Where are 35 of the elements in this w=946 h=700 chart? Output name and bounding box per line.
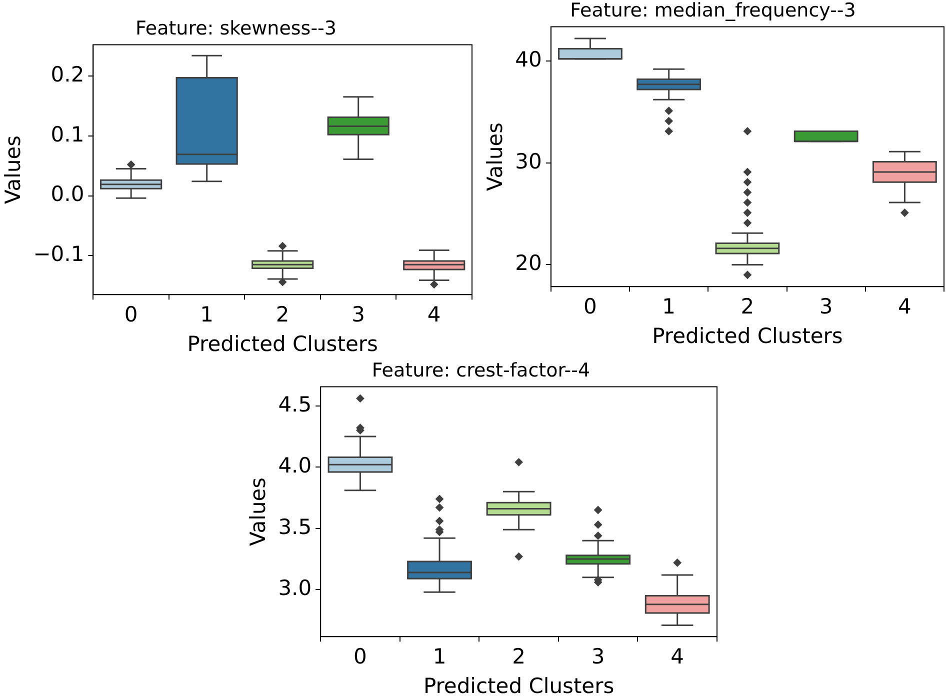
y-tick-label: 4.0 bbox=[278, 454, 312, 478]
x-tick-label: 4 bbox=[427, 302, 441, 327]
y-tick-label: 3.0 bbox=[278, 576, 312, 600]
y-tick-label: 20 bbox=[515, 251, 542, 276]
x-tick-label: 0 bbox=[124, 302, 138, 327]
x-tick-label: 1 bbox=[200, 302, 214, 327]
y-tick-label: 30 bbox=[515, 149, 542, 174]
x-tick-label: 1 bbox=[662, 294, 676, 319]
x-tick-label: 1 bbox=[432, 644, 446, 669]
x-tick-label: 2 bbox=[276, 302, 290, 327]
x-tick-label: 2 bbox=[740, 294, 754, 319]
x-axis-title: Predicted Clusters bbox=[423, 674, 614, 698]
chart-title: Feature: crest-factor--4 bbox=[372, 359, 590, 382]
y-tick-label: 3.5 bbox=[278, 514, 312, 539]
y-tick-label: −0.1 bbox=[33, 242, 84, 266]
x-tick-label: 4 bbox=[670, 644, 684, 669]
y-axis-title: Values bbox=[246, 477, 270, 546]
chart-title: Feature: median_frequency--3 bbox=[570, 0, 856, 22]
y-tick-label: 0.1 bbox=[50, 122, 84, 146]
y-axis-title: Values bbox=[483, 122, 508, 192]
x-tick-label: 0 bbox=[584, 294, 597, 319]
y-tick-label: 4.5 bbox=[278, 392, 312, 416]
x-tick-label: 3 bbox=[591, 644, 605, 669]
y-axis-title: Values bbox=[1, 135, 26, 204]
y-tick-label: 0.2 bbox=[50, 62, 84, 86]
x-tick-label: 0 bbox=[354, 644, 367, 669]
chart-title: Feature: skewness--3 bbox=[135, 17, 337, 40]
x-tick-label: 2 bbox=[512, 644, 526, 669]
x-tick-label: 4 bbox=[898, 294, 912, 319]
x-axis-title: Predicted Clusters bbox=[652, 324, 843, 348]
x-axis-title: Predicted Clusters bbox=[187, 332, 378, 356]
y-tick-label: 40 bbox=[515, 47, 542, 72]
x-tick-label: 3 bbox=[819, 294, 833, 319]
y-tick-label: 0.0 bbox=[50, 182, 84, 206]
x-tick-label: 3 bbox=[352, 302, 366, 327]
